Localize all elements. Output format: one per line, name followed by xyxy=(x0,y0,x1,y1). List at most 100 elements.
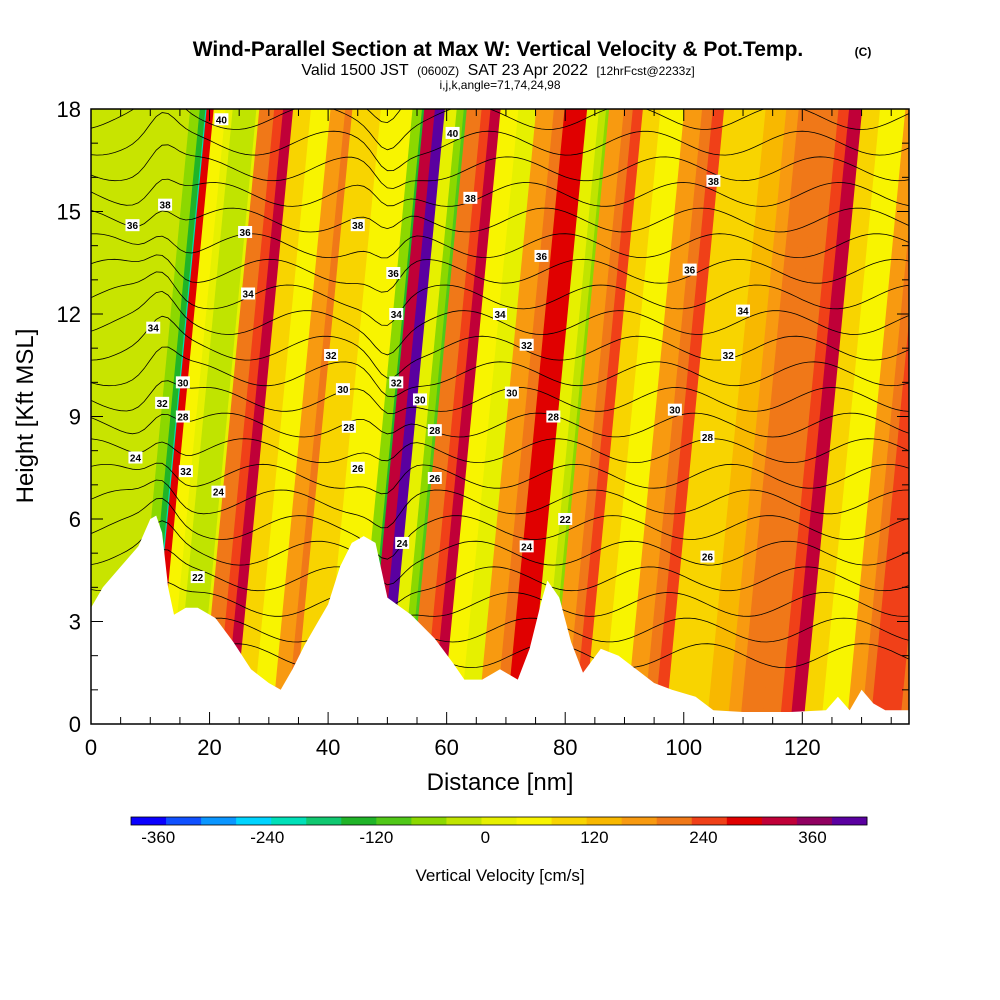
colorbar-tick-label: -120 xyxy=(359,828,393,847)
chart-title: Wind-Parallel Section at Max W: Vertical… xyxy=(193,38,804,61)
contour-label: 32 xyxy=(391,378,403,389)
contour-label: 34 xyxy=(391,310,403,321)
copyright-mark: (C) xyxy=(855,45,872,59)
theta-contour xyxy=(91,380,909,415)
colorbar-tick-label: 0 xyxy=(481,828,490,847)
colorbar-segment xyxy=(551,817,588,825)
contour-label-box xyxy=(519,338,534,351)
theta-contour xyxy=(91,497,909,560)
forecast-info: [12hrFcst@2233z] xyxy=(596,64,694,78)
theta-contour xyxy=(91,233,909,259)
colorbar-segment xyxy=(586,817,623,825)
contour-label: 32 xyxy=(157,399,169,410)
colorbar-label: Vertical Velocity [cm/s] xyxy=(415,866,584,885)
y-tick-label: 18 xyxy=(57,97,81,122)
contour-label: 30 xyxy=(506,389,518,400)
contour-label: 24 xyxy=(521,542,533,553)
contour-label: 34 xyxy=(148,324,160,335)
contour-label-box xyxy=(682,263,697,276)
colorbar-segment xyxy=(656,817,693,825)
colorbar-tick-label: -240 xyxy=(250,828,284,847)
contour-label-box xyxy=(504,386,519,399)
contour-label-box xyxy=(158,198,173,211)
x-tick-label: 20 xyxy=(197,735,221,760)
theta-contour xyxy=(91,271,909,326)
contour-label: 30 xyxy=(414,395,426,406)
x-tick-label: 80 xyxy=(553,735,577,760)
contour-label-box xyxy=(667,403,682,416)
contour-label-box xyxy=(700,431,715,443)
contour-label: 28 xyxy=(429,426,441,437)
colorbar-segment xyxy=(726,817,763,825)
theta-contour xyxy=(91,290,909,356)
contour-label: 26 xyxy=(702,553,714,564)
colorbar-segment xyxy=(201,817,237,825)
theta-contour xyxy=(91,581,909,623)
contour-label: 36 xyxy=(388,269,400,280)
colorbar-segment xyxy=(376,817,412,825)
theta-contour xyxy=(91,462,909,495)
contour-label: 30 xyxy=(337,385,349,396)
contour-label: 38 xyxy=(352,221,364,232)
contour-label-box xyxy=(445,126,460,139)
contour-label: 34 xyxy=(494,310,506,321)
x-tick-label: 120 xyxy=(784,735,821,760)
contour-label-box xyxy=(706,174,721,187)
x-tick-label: 100 xyxy=(665,735,702,760)
theta-contour xyxy=(91,412,909,438)
contour-label-box xyxy=(412,393,427,406)
y-tick-label: 15 xyxy=(57,200,81,225)
contour-label: 28 xyxy=(702,433,714,444)
contour-label: 40 xyxy=(216,115,228,126)
valid-utc: (0600Z) xyxy=(417,64,459,78)
velocity-band xyxy=(174,109,257,724)
contour-label: 36 xyxy=(684,266,696,277)
contour-label: 36 xyxy=(536,252,548,263)
colorbar-tick-label: 360 xyxy=(798,828,826,847)
contour-label-box xyxy=(386,267,401,279)
contour-label-box xyxy=(389,376,404,389)
x-axis-label: Distance [nm] xyxy=(427,769,574,796)
contour-label-box xyxy=(558,513,573,525)
theta-contour xyxy=(91,346,909,398)
contour-label-box xyxy=(241,287,256,300)
theta-contour xyxy=(91,144,909,189)
contour-label-box xyxy=(395,536,410,549)
colorbar-segment xyxy=(341,817,377,825)
colorbar-tick-label: -360 xyxy=(141,828,175,847)
contour-label-box xyxy=(389,308,404,320)
contour-label-box xyxy=(211,485,226,498)
valid-time: Valid 1500 JST xyxy=(301,62,409,79)
contour-label: 28 xyxy=(343,423,355,434)
contour-label-box xyxy=(324,349,339,361)
valid-date: SAT 23 Apr 2022 xyxy=(468,62,588,79)
contour-label: 24 xyxy=(397,539,409,550)
theta-contour xyxy=(91,315,909,379)
x-tick-label: 0 xyxy=(85,735,97,760)
contour-label: 38 xyxy=(465,194,477,205)
y-axis-label: Height [Kft MSL] xyxy=(12,329,39,504)
theta-contour xyxy=(91,178,909,207)
contour-label: 38 xyxy=(160,201,172,212)
contour-label-box xyxy=(493,308,507,320)
grid-indices: i,j,k,angle=71,74,24,98 xyxy=(439,78,560,92)
theta-contour xyxy=(91,112,909,172)
contour-label: 34 xyxy=(737,307,749,318)
colorbar-segment xyxy=(236,817,272,825)
y-tick-label: 0 xyxy=(69,712,81,737)
colorbar-segment xyxy=(516,817,553,825)
contour-label-box xyxy=(190,571,205,584)
contour-label-box xyxy=(350,461,365,474)
colorbar-segment xyxy=(131,817,167,825)
y-tick-label: 12 xyxy=(57,302,81,327)
x-tick-label: 40 xyxy=(316,735,340,760)
contour-label: 32 xyxy=(723,351,735,362)
contour-label-box xyxy=(214,113,229,126)
contour-label: 28 xyxy=(177,413,189,424)
contour-label-box xyxy=(335,383,350,396)
theta-contour xyxy=(91,109,909,151)
contour-label-box xyxy=(463,191,478,204)
colorbar-segment xyxy=(446,817,482,825)
contour-label-box xyxy=(546,410,561,423)
